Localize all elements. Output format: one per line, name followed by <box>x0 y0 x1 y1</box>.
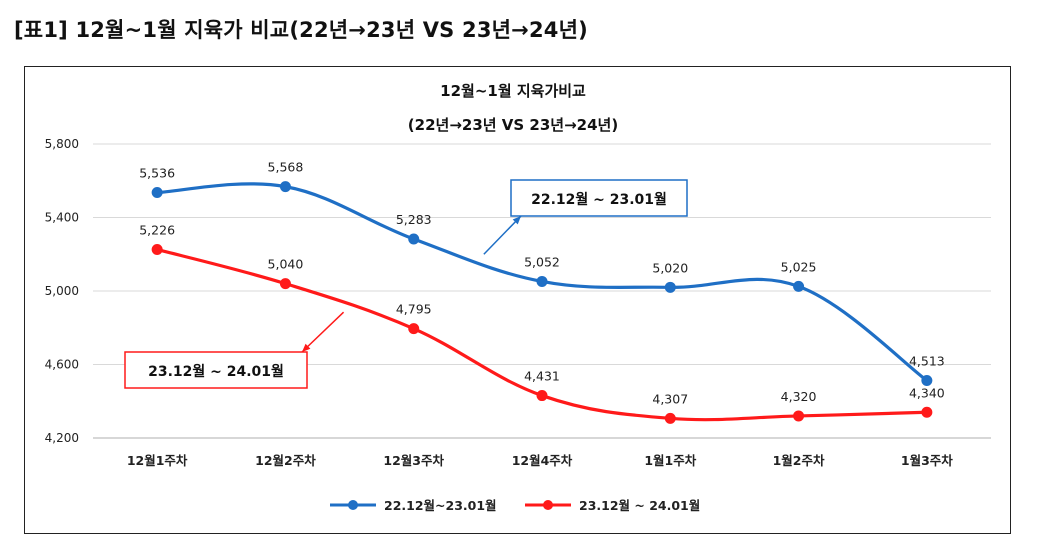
x-tick-label: 12월3주차 <box>383 453 444 468</box>
legend-label: 23.12월 ~ 24.01월 <box>579 498 700 513</box>
series-2-point <box>279 278 291 290</box>
chart-subtitle: (22년→23년 VS 23년→24년) <box>408 116 618 134</box>
y-tick-label: 5,000 <box>45 284 79 298</box>
x-tick-label: 12월4주차 <box>512 453 573 468</box>
series-1-data-label: 4,513 <box>909 353 945 368</box>
x-tick-label: 12월2주차 <box>255 453 316 468</box>
y-tick-label: 4,200 <box>45 431 79 445</box>
legend-swatch-marker <box>543 500 553 510</box>
series-1-point <box>279 181 291 193</box>
x-tick-label: 1월2주차 <box>773 453 825 468</box>
callout-arrowhead-1 <box>512 216 521 225</box>
series-1-point <box>664 281 676 293</box>
series-2-data-label: 4,320 <box>781 389 817 404</box>
y-tick-label: 4,600 <box>45 358 79 372</box>
callout-label-1: 22.12월 ~ 23.01월 <box>531 191 667 208</box>
x-tick-label: 12월1주차 <box>127 453 188 468</box>
series-1-point <box>408 233 420 245</box>
series-1-point <box>536 275 548 287</box>
callout-arrowhead-2 <box>302 343 311 352</box>
series-2-point <box>664 412 676 424</box>
series-2-point <box>408 323 420 335</box>
series-2-data-label: 4,340 <box>909 385 945 400</box>
series-2-data-label: 4,795 <box>396 302 432 317</box>
series-1-data-label: 5,536 <box>139 166 175 181</box>
series-1-data-label: 5,052 <box>524 254 560 269</box>
y-tick-label: 5,800 <box>45 137 79 151</box>
chart-frame: 12월~1월 지육가비교 (22년→23년 VS 23년→24년) 4,200 4… <box>24 66 1011 534</box>
series-2-data-label: 5,226 <box>139 222 175 237</box>
series-2-point <box>151 243 163 255</box>
series-1-point <box>151 187 163 199</box>
series-1-data-label: 5,025 <box>781 259 817 274</box>
callout-leader-1 <box>483 215 522 255</box>
line-chart: 12월~1월 지육가비교 (22년→23년 VS 23년→24년) 4,200 4… <box>45 82 991 513</box>
series-2-point <box>793 410 805 422</box>
y-tick-label: 5,400 <box>45 211 79 225</box>
series-1-data-label: 5,568 <box>268 160 304 175</box>
x-tick-label: 1월1주차 <box>644 453 696 468</box>
callout-box-1 <box>510 179 688 217</box>
legend-label: 22.12월~23.01월 <box>384 498 497 513</box>
legend-swatch-marker <box>348 500 358 510</box>
series-2-point <box>921 406 933 418</box>
series-2-data-label: 4,307 <box>652 391 688 406</box>
x-tick-label: 1월3주차 <box>901 453 953 468</box>
series-1-data-label: 5,020 <box>652 260 688 275</box>
series-2-data-label: 5,040 <box>268 257 304 272</box>
callout-leader-2 <box>301 311 345 353</box>
chart-title: 12월~1월 지육가비교 <box>440 82 586 100</box>
page-title: [표1] 12월~1월 지육가 비교(22년→23년 VS 23년→24년) <box>14 18 588 42</box>
series-1-point <box>921 374 933 386</box>
series-1-point <box>793 280 805 292</box>
series-2-point <box>536 390 548 402</box>
callout-box-2 <box>124 351 308 389</box>
series-1-data-label: 5,283 <box>396 212 432 227</box>
callout-label-2: 23.12월 ~ 24.01월 <box>148 363 284 380</box>
series-2-data-label: 4,431 <box>524 369 560 384</box>
